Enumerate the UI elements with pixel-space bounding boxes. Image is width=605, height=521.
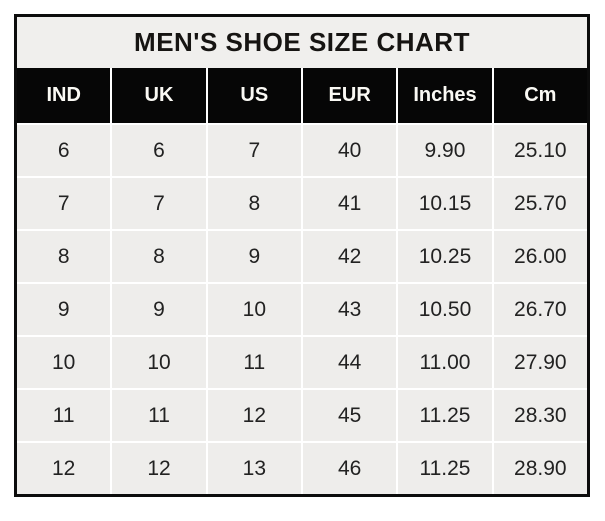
table-cell: 27.90: [493, 337, 587, 388]
column-header-uk: UK: [112, 68, 206, 123]
table-cell: 28.30: [493, 390, 587, 441]
table-row: 6 6 7 40 9.90 25.10: [17, 125, 587, 176]
table-row: 10 10 11 44 11.00 27.90: [17, 337, 587, 388]
table-cell: 11: [112, 390, 206, 441]
table-cell: 40: [303, 125, 397, 176]
table-row: 9 9 10 43 10.50 26.70: [17, 284, 587, 335]
table-cell: 9: [207, 231, 301, 282]
table-cell: 10.50: [398, 284, 492, 335]
table-cell: 7: [17, 178, 111, 229]
table-cell: 12: [207, 390, 301, 441]
table-cell: 28.90: [493, 443, 587, 494]
table-cell: 6: [17, 125, 111, 176]
table-cell: 11.25: [398, 443, 492, 494]
column-header-cm: Cm: [493, 68, 587, 123]
column-header-ind: IND: [17, 68, 111, 123]
table-cell: 9: [112, 284, 206, 335]
table-cell: 46: [303, 443, 397, 494]
table-cell: 9: [17, 284, 111, 335]
column-header-us: US: [207, 68, 301, 123]
table-title-band: MEN'S SHOE SIZE CHART: [17, 17, 587, 68]
table-cell: 11.25: [398, 390, 492, 441]
table-row: 7 7 8 41 10.15 25.70: [17, 178, 587, 229]
column-header-eur: EUR: [303, 68, 397, 123]
table-cell: 26.00: [493, 231, 587, 282]
table-cell: 6: [112, 125, 206, 176]
table-cell: 10.15: [398, 178, 492, 229]
table-row: 8 8 9 42 10.25 26.00: [17, 231, 587, 282]
table-cell: 25.10: [493, 125, 587, 176]
table-cell: 44: [303, 337, 397, 388]
table-cell: 12: [17, 443, 111, 494]
table-cell: 10: [17, 337, 111, 388]
table-cell: 10.25: [398, 231, 492, 282]
table-cell: 10: [112, 337, 206, 388]
table-body: 6 6 7 40 9.90 25.10 7 7 8 41 10.15 25.70 8 8 9 42 10.25 2…: [17, 123, 587, 494]
table-title: MEN'S SHOE SIZE CHART: [134, 27, 470, 57]
table-cell: 11: [17, 390, 111, 441]
table-cell: 10: [207, 284, 301, 335]
table-cell: 8: [112, 231, 206, 282]
table-cell: 42: [303, 231, 397, 282]
column-header-inches: Inches: [398, 68, 492, 123]
table-cell: 8: [207, 178, 301, 229]
table-row: 12 12 13 46 11.25 28.90: [17, 443, 587, 494]
table-header-row: IND UK US EUR Inches Cm: [17, 68, 587, 123]
table-cell: 7: [112, 178, 206, 229]
table-cell: 43: [303, 284, 397, 335]
table-cell: 8: [17, 231, 111, 282]
table-cell: 7: [207, 125, 301, 176]
table-cell: 9.90: [398, 125, 492, 176]
table-cell: 12: [112, 443, 206, 494]
table-cell: 25.70: [493, 178, 587, 229]
table-cell: 13: [207, 443, 301, 494]
table-cell: 26.70: [493, 284, 587, 335]
size-conversion-table: MEN'S SHOE SIZE CHART IND UK US EUR Inches Cm…: [14, 14, 590, 497]
table-cell: 45: [303, 390, 397, 441]
table-cell: 41: [303, 178, 397, 229]
table-cell: 11: [207, 337, 301, 388]
table-row: 11 11 12 45 11.25 28.30: [17, 390, 587, 441]
table-cell: 11.00: [398, 337, 492, 388]
